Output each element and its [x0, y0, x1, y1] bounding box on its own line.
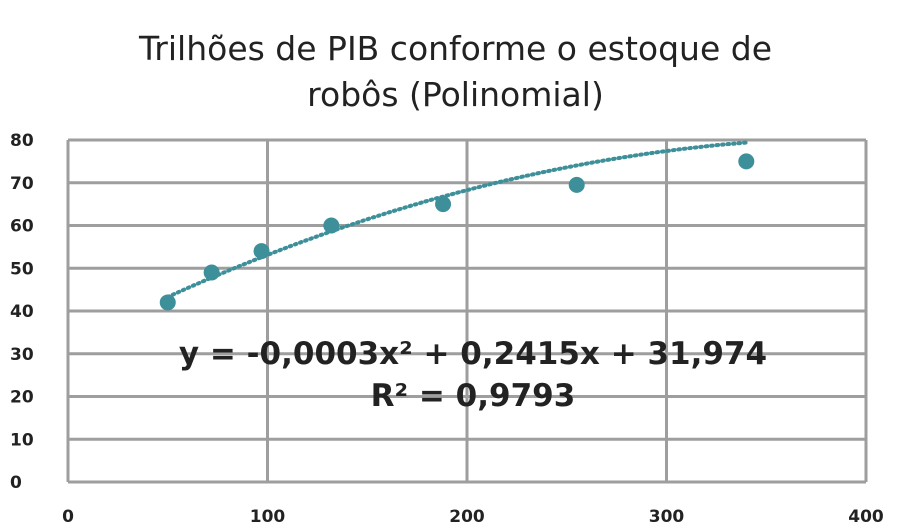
y-tick-label: 80: [10, 131, 34, 151]
x-tick-label: 200: [449, 507, 485, 527]
data-point: [253, 243, 270, 260]
y-tick-label: 20: [10, 388, 34, 408]
r-squared-label: R² = 0,9793: [371, 378, 576, 414]
data-point: [568, 176, 585, 193]
data-points: [159, 153, 755, 311]
trendline: [165, 140, 749, 299]
y-tick-label: 70: [10, 174, 34, 194]
data-point: [435, 196, 452, 213]
chart-title-line-2: robôs (Polinomial): [307, 75, 604, 114]
x-tick-label: 400: [848, 507, 884, 527]
y-tick-label: 0: [10, 473, 22, 493]
x-tick-label: 300: [649, 507, 685, 527]
data-point: [323, 217, 340, 234]
data-point: [203, 264, 220, 281]
trendline-equation: y = -0,0003x² + 0,2415x + 31,974: [179, 336, 767, 372]
y-tick-label: 10: [10, 430, 34, 450]
x-tick-label: 0: [62, 507, 74, 527]
grid-lines: [66, 138, 868, 484]
y-tick-label: 50: [10, 259, 34, 279]
y-tick-label: 40: [10, 302, 34, 322]
chart-title-line-1: Trilhões de PIB conforme o estoque de: [139, 29, 772, 68]
y-tick-label: 60: [10, 217, 34, 237]
data-point: [159, 294, 176, 311]
chart-title: Trilhões de PIB conforme o estoque de ro…: [0, 26, 911, 118]
x-axis-ticks: 0 100 200 300 400: [62, 507, 884, 527]
x-tick-label: 100: [250, 507, 286, 527]
y-tick-label: 30: [10, 345, 34, 365]
data-point: [738, 153, 755, 170]
y-axis-ticks: 0 10 20 30 40 50 60 70 80: [10, 131, 34, 493]
